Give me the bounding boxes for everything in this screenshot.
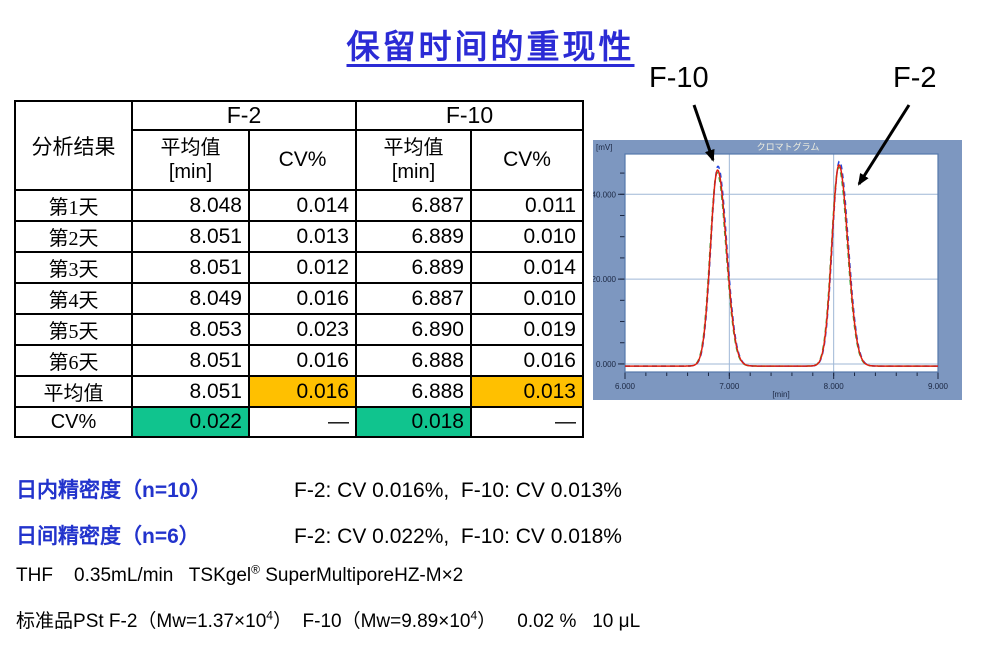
- value-cell: —: [470, 406, 584, 438]
- col-header-f10-cv: CV%: [470, 129, 584, 191]
- peak-label-f2: F-2: [893, 62, 937, 94]
- value-cell: 0.011: [470, 189, 584, 222]
- value-cell: 6.887: [355, 189, 472, 222]
- value-cell: 0.013: [248, 220, 357, 253]
- svg-text:40.000: 40.000: [593, 190, 617, 199]
- value-cell: 0.014: [248, 189, 357, 222]
- row-label: 第2天: [14, 220, 133, 253]
- value-cell: 0.016: [470, 344, 584, 377]
- value-cell: 6.888: [355, 344, 472, 377]
- col-header-f10-mean: 平均值 [min]: [355, 129, 472, 191]
- value-cell: 8.051: [131, 220, 250, 253]
- svg-text:9.000: 9.000: [928, 382, 949, 391]
- chart-x-unit-label: [min]: [772, 390, 789, 399]
- precision-interday-label: 日间精密度（n=6）: [16, 524, 200, 548]
- table-row: 第2天 8.051 0.013 6.889 0.010: [14, 220, 584, 253]
- table-row: 第6天 8.051 0.016 6.888 0.016: [14, 344, 584, 377]
- value-cell: 8.051: [131, 375, 250, 408]
- col-header-f2-mean: 平均值 [min]: [131, 129, 250, 191]
- value-cell: 0.018: [355, 406, 472, 438]
- svg-text:7.000: 7.000: [719, 382, 740, 391]
- table-row: 第1天 8.048 0.014 6.887 0.011: [14, 189, 584, 222]
- row-label: 第1天: [14, 189, 133, 222]
- row-label: 第4天: [14, 282, 133, 315]
- precision-intraday-label: 日内精密度（n=10）: [16, 478, 212, 502]
- value-cell: —: [248, 406, 357, 438]
- table-row: 第3天 8.051 0.012 6.889 0.014: [14, 251, 584, 284]
- table-corner-label: 分析结果: [14, 100, 133, 191]
- precision-intraday-value: F-2: CV 0.016%, F-10: CV 0.013%: [294, 479, 622, 502]
- value-cell: 0.016: [248, 282, 357, 315]
- value-cell: 0.022: [131, 406, 250, 438]
- value-cell: 6.889: [355, 251, 472, 284]
- table-group-f2: F-2: [131, 100, 357, 131]
- chart-axes: 0.000 20.000 40.000 6.000 7.000 8.000 9.000: [593, 153, 949, 391]
- svg-text:0.000: 0.000: [596, 360, 617, 369]
- value-cell: 0.023: [248, 313, 357, 346]
- svg-text:8.000: 8.000: [824, 382, 845, 391]
- page-title: 保留时间的重现性: [346, 30, 635, 66]
- chromatogram-panel: [mV] クロマトグラム 0.000 20.000 40.000 6.000 7.000…: [593, 140, 962, 400]
- chromatogram-chart: [mV] クロマトグラム 0.000 20.000 40.000 6.000 7.000…: [593, 141, 949, 399]
- value-cell: 0.010: [470, 282, 584, 315]
- row-label: CV%: [14, 406, 133, 438]
- chromatogram-traces: [625, 160, 938, 367]
- row-label: 平均值: [14, 375, 133, 408]
- peak-label-f10: F-10: [649, 62, 709, 94]
- value-cell: 8.048: [131, 189, 250, 222]
- value-cell: 6.887: [355, 282, 472, 315]
- results-table: 分析结果 F-2 F-10 平均值 [min] CV% 平均值 [min] CV…: [14, 100, 584, 438]
- svg-text:20.000: 20.000: [593, 275, 617, 284]
- value-cell: 0.014: [470, 251, 584, 284]
- value-cell: 0.019: [470, 313, 584, 346]
- value-cell: 0.013: [470, 375, 584, 408]
- table-group-header-row: 分析结果 F-2 F-10: [14, 100, 584, 191]
- value-cell: 6.890: [355, 313, 472, 346]
- row-label: 第6天: [14, 344, 133, 377]
- value-cell: 0.012: [248, 251, 357, 284]
- precision-line-intraday: 日内精密度（n=10） F-2: CV 0.016%, F-10: CV 0.0…: [16, 474, 622, 504]
- row-label: 第3天: [14, 251, 133, 284]
- table-group-f10: F-10: [355, 100, 584, 131]
- table-row: CV% 0.022—0.018—: [14, 406, 584, 438]
- table-row: 第5天 8.053 0.023 6.890 0.019: [14, 313, 584, 346]
- value-cell: 8.049: [131, 282, 250, 315]
- row-label: 第5天: [14, 313, 133, 346]
- value-cell: 8.051: [131, 344, 250, 377]
- value-cell: 0.016: [248, 344, 357, 377]
- chart-title: クロマトグラム: [757, 141, 820, 152]
- table-row: 平均值 8.051 0.016 6.888 0.013: [14, 375, 584, 408]
- value-cell: 0.016: [248, 375, 357, 408]
- registered-mark: ®: [251, 562, 260, 577]
- value-cell: 6.889: [355, 220, 472, 253]
- value-cell: 6.888: [355, 375, 472, 408]
- value-cell: 8.053: [131, 313, 250, 346]
- precision-interday-value: F-2: CV 0.022%, F-10: CV 0.018%: [294, 525, 622, 548]
- chart-y-unit-label: [mV]: [596, 143, 612, 152]
- precision-line-interday: 日间精密度（n=6） F-2: CV 0.022%, F-10: CV 0.01…: [16, 520, 622, 550]
- conditions-line-sample: 标准品PSt F-2（Mw=1.37×104） F-10（Mw=9.89×104…: [16, 608, 641, 632]
- conditions-line-eluent: THF 0.35mL/min TSKgel® SuperMultiporeHZ-…: [16, 562, 464, 586]
- svg-text:6.000: 6.000: [615, 382, 636, 391]
- value-cell: 8.051: [131, 251, 250, 284]
- table-subheader-row: 平均值 [min] CV% 平均值 [min] CV%: [15, 129, 584, 191]
- value-cell: 0.010: [470, 220, 584, 253]
- col-header-f2-cv: CV%: [248, 129, 357, 191]
- table-row: 第4天 8.049 0.016 6.887 0.010: [14, 282, 584, 315]
